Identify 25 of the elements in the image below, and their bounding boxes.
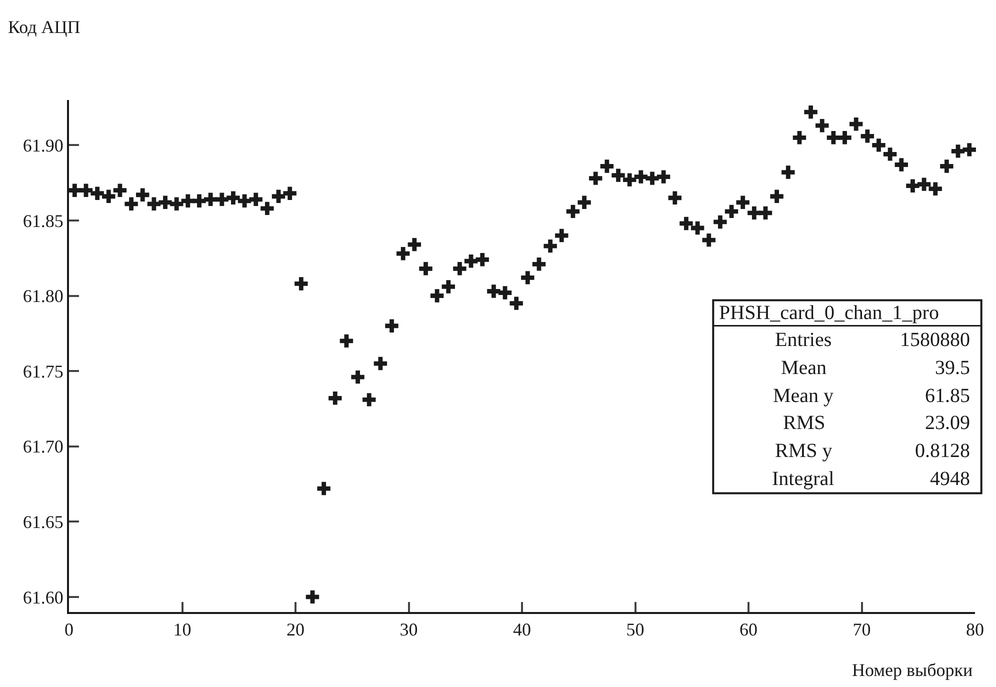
text: RMS y 0.8128: [775, 440, 970, 462]
annotation: PHSH_card_0_chan_1_pro: [719, 302, 939, 324]
y-tick-label: 61.85: [22, 210, 64, 231]
x-tick-label: 0: [64, 620, 74, 640]
y-tick-label: 61.80: [22, 286, 64, 306]
x-tick-label: 50: [626, 620, 644, 640]
x-tick-label: 80: [966, 620, 984, 640]
y-tick-label: 61.70: [22, 436, 64, 457]
x-tick-label: 20: [286, 620, 304, 640]
x-tick-label: 70: [852, 620, 871, 640]
text: RMS 23.09: [783, 412, 970, 434]
y-axis-title: Код АЦП: [8, 17, 80, 37]
x-axis-title: Номер выборки: [852, 660, 974, 680]
text: Mean 39.5: [781, 357, 970, 379]
y-tick-label: 61.60: [22, 587, 64, 608]
y-tick-label: 61.65: [22, 512, 64, 532]
x-tick-label: 40: [513, 620, 531, 640]
x-tick-label: 60: [740, 620, 758, 640]
text: Integral 4948: [772, 468, 970, 490]
x-tick-label: 30: [400, 620, 418, 640]
y-tick-label: 61.90: [22, 135, 64, 156]
y-tick-label: 61.75: [22, 361, 64, 382]
x-tick-label: 10: [173, 620, 192, 640]
text: Entries 1580880: [775, 329, 970, 351]
text: Mean y 61.85: [773, 385, 970, 407]
